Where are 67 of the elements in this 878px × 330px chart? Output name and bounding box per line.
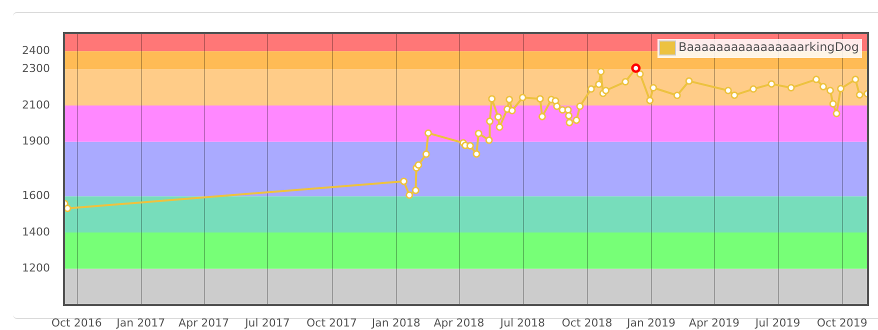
point xyxy=(424,129,432,137)
point xyxy=(587,85,595,93)
point xyxy=(474,130,482,138)
x-tick-label: Oct 2018 xyxy=(562,316,612,330)
y-tick-label: 1400 xyxy=(22,225,50,238)
point xyxy=(820,82,828,90)
x-tick-label: Jul 2018 xyxy=(499,316,546,330)
x-tick-label: Oct 2016 xyxy=(51,316,102,330)
point xyxy=(472,150,480,158)
y-tick-label: 1200 xyxy=(22,262,50,275)
x-tick-label: Jul 2019 xyxy=(754,316,800,330)
x-tick-label: Jan 2019 xyxy=(626,316,676,330)
point xyxy=(412,186,420,194)
point xyxy=(553,102,561,110)
y-tick-label: 2300 xyxy=(22,62,50,76)
point xyxy=(787,84,795,92)
point xyxy=(856,91,864,99)
point xyxy=(406,191,414,199)
point xyxy=(812,76,820,84)
y-tick-label: 2100 xyxy=(22,98,50,112)
x-tick-label: Oct 2017 xyxy=(306,316,358,330)
point xyxy=(508,106,516,114)
point xyxy=(536,95,544,103)
x-tick-label: Apr 2017 xyxy=(178,316,230,330)
point xyxy=(768,80,776,88)
point xyxy=(750,85,758,93)
x-tick-label: Oct 2019 xyxy=(816,316,868,330)
point xyxy=(646,96,654,104)
point xyxy=(518,94,526,102)
x-tick-label: Apr 2019 xyxy=(688,316,740,330)
point xyxy=(572,116,580,124)
point xyxy=(685,77,693,85)
point xyxy=(852,76,860,84)
point xyxy=(488,95,496,103)
x-tick-label: Jul 2017 xyxy=(244,316,290,330)
point xyxy=(506,96,514,104)
point xyxy=(485,136,493,144)
point xyxy=(466,142,474,150)
x-tick-label: Jan 2017 xyxy=(116,316,166,330)
point xyxy=(622,78,630,86)
point xyxy=(826,86,834,94)
point xyxy=(565,112,573,120)
point xyxy=(602,86,610,94)
point xyxy=(597,68,605,76)
x-tick-label: Jan 2018 xyxy=(370,316,420,330)
point xyxy=(650,84,658,92)
point xyxy=(673,92,681,100)
point xyxy=(832,110,840,118)
point xyxy=(566,118,574,126)
y-tick-label: 1600 xyxy=(22,189,50,202)
point xyxy=(836,84,844,92)
y-tick-label: 1900 xyxy=(22,134,50,148)
point xyxy=(400,178,408,186)
x-tick-label: Apr 2018 xyxy=(434,316,484,330)
point xyxy=(730,91,738,99)
point xyxy=(486,118,494,126)
legend-label: BaaaaaaaaaaaaaaaarkingDog xyxy=(678,40,860,54)
point xyxy=(829,100,837,108)
point xyxy=(496,123,504,131)
point xyxy=(538,112,546,120)
point xyxy=(724,86,732,94)
point xyxy=(636,70,644,78)
point xyxy=(422,150,430,158)
point xyxy=(414,161,422,169)
point xyxy=(576,102,584,110)
point xyxy=(494,113,502,121)
y-tick-label: 2400 xyxy=(22,44,50,57)
